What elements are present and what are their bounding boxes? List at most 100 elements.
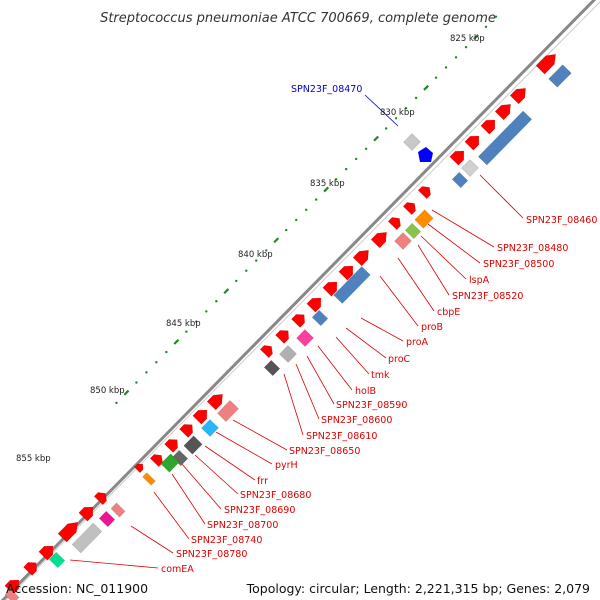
gene-label-spn23f-08740[interactable]: SPN23F_08740 [191, 535, 262, 546]
kbp-label: 830 kbp [380, 108, 415, 118]
gene-label-spn23f-08480[interactable]: SPN23F_08480 [497, 243, 568, 254]
gene-feature-block [98, 510, 116, 528]
forward-gene-arrow [322, 281, 338, 297]
gene-label-spn23f-08500[interactable]: SPN23F_08500 [483, 259, 554, 270]
forward-gene-arrow [417, 186, 431, 200]
forward-gene-arrow [291, 314, 306, 328]
gene-label-pyrh[interactable]: pyrH [275, 460, 298, 471]
label-leader-line [420, 235, 467, 280]
gene-label-spn23f-08610[interactable]: SPN23F_08610 [306, 431, 377, 442]
gene-feature-block [48, 551, 66, 569]
forward-gene-arrow [402, 202, 416, 216]
gene-labels: SPN23F_08470 SPN23F_08460 SPN23F_08480 S… [161, 84, 597, 575]
gene-feature-block [142, 472, 156, 486]
label-leader-line [417, 244, 450, 296]
kbp-label: 850 kbp [90, 386, 125, 396]
gene-label-prob[interactable]: proB [421, 322, 443, 333]
gene-feature-block [4, 588, 20, 600]
gene-label-holb[interactable]: holB [355, 386, 376, 397]
gene-label-spn23f-08460[interactable]: SPN23F_08460 [526, 215, 597, 226]
gene-label-lspa[interactable]: lspA [469, 275, 490, 286]
minor-tick [135, 381, 138, 384]
gene-feature-block [71, 522, 103, 554]
gene-feature-block [296, 329, 314, 347]
accession-text: Accession: NC_011900 [6, 581, 149, 596]
gene-feature-block [183, 435, 203, 455]
minor-tick [245, 269, 248, 272]
gene-label-frr[interactable]: frr [257, 476, 268, 487]
forward-gene-arrow [509, 87, 526, 105]
gene-label-spn23f-08590[interactable]: SPN23F_08590 [336, 400, 407, 411]
forward-gene-arrow [259, 345, 273, 359]
kbp-label: 835 kbp [310, 179, 345, 189]
gene-feature-block [404, 222, 422, 240]
gene-label-proc[interactable]: proC [388, 354, 411, 365]
label-leader-line [215, 431, 273, 465]
gene-label-spn23f-08700[interactable]: SPN23F_08700 [207, 520, 278, 531]
gene-label-spn23f-08780[interactable]: SPN23F_08780 [176, 549, 247, 560]
gene-spn23f-08470-marker [418, 147, 433, 162]
gene-label-cbpe[interactable]: cbpE [437, 307, 460, 318]
minor-tick [354, 157, 358, 161]
label-leader-line [431, 209, 495, 248]
minor-tick [205, 310, 208, 313]
major-tick [123, 389, 130, 396]
minor-tick [255, 259, 258, 262]
forward-gene-arrow [4, 579, 20, 595]
label-leader-line [335, 336, 370, 375]
reverse-gene-block [548, 64, 572, 88]
forward-gene-arrow [206, 393, 223, 411]
minor-tick [265, 249, 268, 252]
forward-gene-arrow [93, 492, 107, 506]
label-leader-line [283, 373, 304, 436]
label-leader-line [194, 454, 239, 495]
topology-text: Topology: circular; Length: 2,221,315 bp… [246, 581, 590, 596]
forward-gene-arrow [449, 150, 465, 166]
minor-tick [285, 228, 288, 232]
forward-gene-arrow [352, 249, 369, 267]
label-leader-line [306, 355, 335, 405]
forward-gene-arrow [338, 265, 354, 281]
gene-feature-block [216, 399, 240, 423]
minor-tick [414, 96, 418, 100]
minor-tick [305, 208, 308, 211]
gene-label-spn23f-08470[interactable]: SPN23F_08470 [291, 84, 362, 95]
gene-label-spn23f-08600[interactable]: SPN23F_08600 [321, 415, 392, 426]
gene-label-spn23f-08650[interactable]: SPN23F_08650 [289, 446, 360, 457]
label-leader-line [317, 345, 353, 391]
kbp-label: 855 kbp [16, 454, 51, 464]
forward-gene-arrow [179, 424, 194, 438]
forward-gene-arrow [38, 545, 54, 561]
minor-tick [434, 76, 438, 79]
label-leader-line [427, 223, 481, 264]
reverse-gene-block [451, 171, 469, 189]
gene-label-spn23f-08520[interactable]: SPN23F_08520 [452, 291, 523, 302]
gene-label-spn23f-08690[interactable]: SPN23F_08690 [224, 505, 295, 516]
minor-tick [334, 178, 338, 181]
minor-tick [195, 320, 198, 323]
minor-tick [314, 198, 318, 201]
label-leader-line [130, 525, 174, 554]
gene-label-proa[interactable]: proA [406, 337, 429, 348]
kbp-label: 840 kbp [238, 250, 273, 260]
gene-label-tmk[interactable]: tmk [371, 370, 390, 381]
minor-tick [145, 371, 148, 374]
forward-gene-arrow [23, 562, 38, 576]
forward-gene-arrow [306, 297, 322, 313]
gene-label-spn23f-08680[interactable]: SPN23F_08680 [240, 490, 311, 501]
gene-feature-block [394, 232, 412, 250]
forward-gene-arrow [535, 53, 557, 75]
label-leader-line [295, 363, 320, 420]
forward-gene-arrow [149, 454, 163, 468]
minor-tick [464, 45, 468, 49]
gene-feature-block [201, 419, 219, 437]
forward-gene-arrow [78, 506, 94, 522]
major-tick [473, 34, 479, 40]
reverse-gene-block [333, 266, 371, 304]
gene-label-comea[interactable]: comEA [161, 564, 194, 575]
minor-tick [384, 127, 388, 130]
label-leader-line [397, 257, 435, 312]
forward-gene-arrow [370, 231, 387, 249]
minor-tick [344, 167, 348, 171]
label-leader-line [232, 419, 288, 451]
